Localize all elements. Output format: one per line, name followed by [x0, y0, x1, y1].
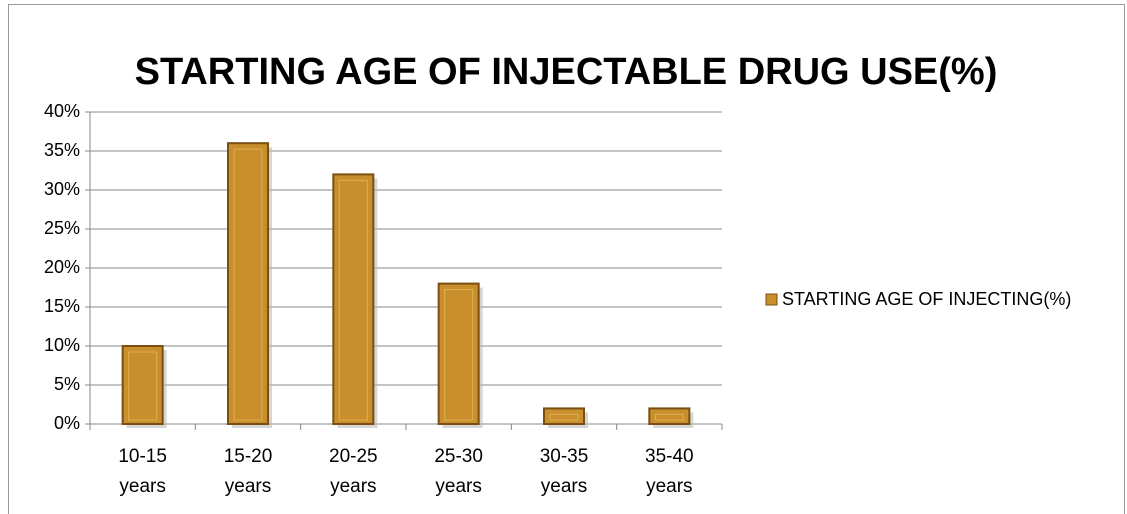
x-tick-label: 15-20 years [223, 446, 273, 497]
y-tick-label: 30% [44, 179, 80, 199]
bar [227, 142, 269, 425]
bar [121, 345, 164, 425]
chart-frame [8, 4, 1125, 514]
y-tick-label: 15% [44, 296, 80, 316]
bar-inner [338, 179, 368, 421]
bar-inner [654, 413, 684, 421]
x-tick-label: 30-35 years [539, 446, 589, 497]
x-tick-label: 35-40 years [645, 446, 694, 497]
legend-label: STARTING AGE OF INJECTING(%) [782, 289, 1071, 309]
legend-swatch [765, 293, 778, 306]
bar-inner [233, 148, 263, 421]
y-tick-label: 10% [44, 335, 80, 355]
bar-inner [128, 351, 158, 421]
x-tick-label: 25-30 years [434, 446, 483, 497]
y-tick-label: 5% [54, 374, 80, 394]
y-tick-label: 0% [54, 413, 80, 433]
x-tick-label: 10-15 years [118, 446, 167, 497]
y-tick-label: 25% [44, 218, 80, 238]
chart-title: STARTING AGE OF INJECTABLE DRUG USE(%) [135, 51, 998, 93]
y-tick-label: 20% [44, 257, 80, 277]
bar [332, 173, 375, 425]
bar [437, 282, 480, 425]
bar-inner [444, 289, 474, 421]
x-tick-label: 20-25 years [329, 446, 378, 497]
bar-inner [549, 413, 579, 421]
y-tick-label: 40% [44, 101, 80, 121]
y-tick-label: 35% [44, 140, 80, 160]
